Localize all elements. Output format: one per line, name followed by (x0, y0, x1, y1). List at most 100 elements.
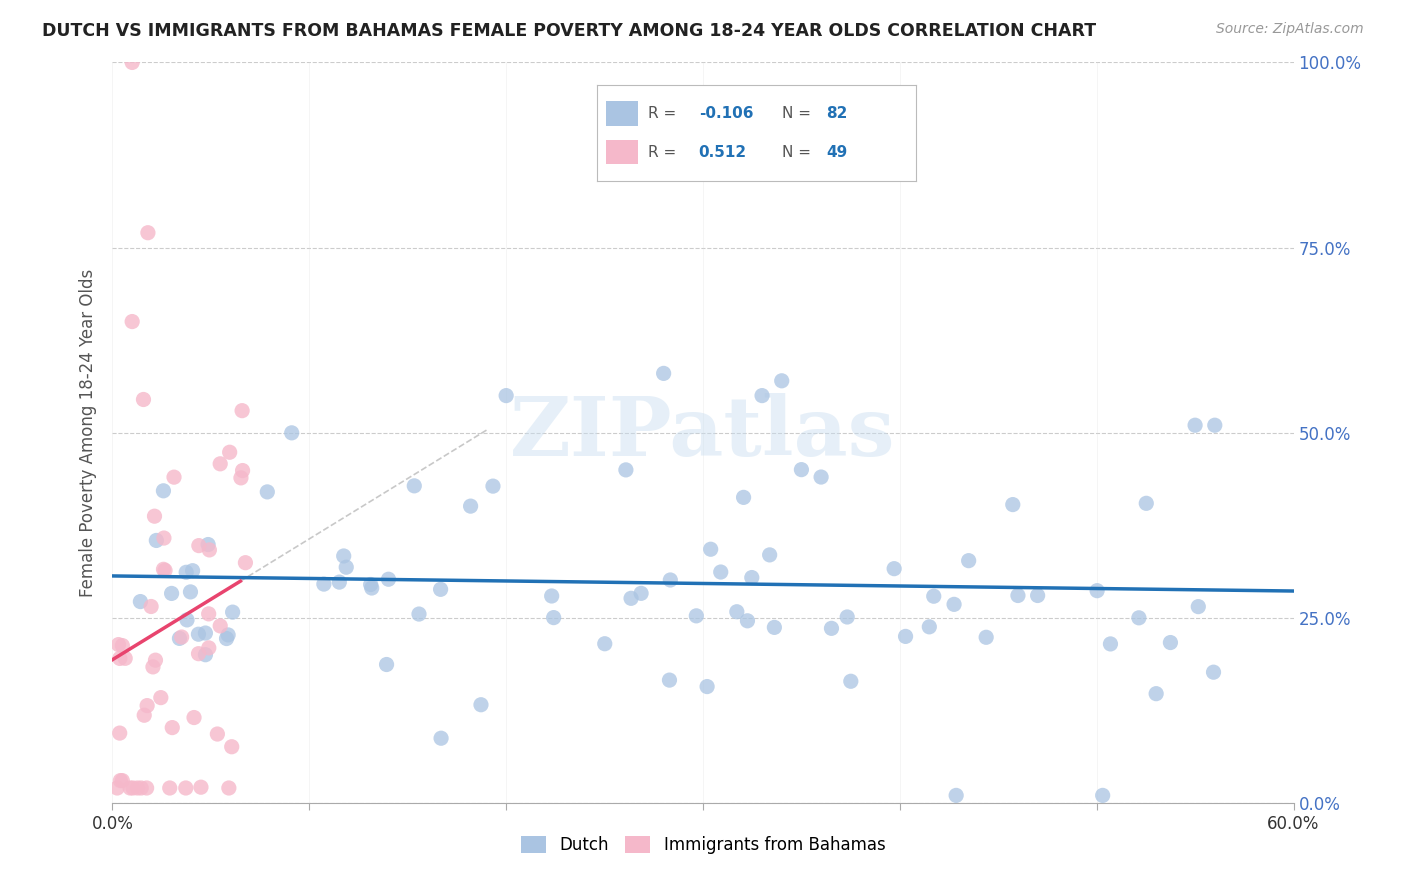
Point (153, 563, 176, 577)
Point (256, 484, 278, 499)
Point (221, 605, 243, 619)
Point (763, 620, 786, 634)
Point (725, 605, 748, 619)
Point (312, 577, 335, 591)
Point (221, 739, 243, 754)
Point (328, 575, 350, 590)
Point (375, 657, 398, 672)
Point (820, 621, 842, 635)
Point (215, 632, 238, 646)
Point (122, 780, 145, 795)
Point (197, 537, 219, 551)
Point (685, 608, 707, 623)
Point (741, 570, 763, 584)
Point (1128, 611, 1150, 625)
Point (922, 589, 945, 603)
Point (482, 479, 505, 493)
Point (235, 556, 257, 570)
Point (218, 445, 240, 459)
Point (460, 499, 482, 513)
Point (1026, 589, 1049, 603)
Point (658, 673, 681, 687)
Point (159, 780, 181, 795)
Point (1204, 418, 1226, 433)
Point (335, 560, 357, 574)
Point (614, 463, 637, 477)
Point (110, 773, 132, 788)
Point (1144, 687, 1167, 701)
Point (332, 549, 354, 563)
Point (470, 698, 492, 712)
Point (1135, 496, 1157, 510)
Point (1184, 418, 1206, 433)
Point (737, 614, 759, 628)
Point (837, 610, 859, 624)
Point (280, 425, 302, 440)
Point (132, 392, 155, 407)
Point (733, 491, 755, 505)
Point (1001, 498, 1024, 512)
Point (751, 388, 773, 402)
Point (229, 471, 252, 485)
Point (153, 531, 176, 545)
Point (108, 726, 131, 740)
Point (187, 647, 209, 661)
Point (174, 566, 197, 580)
Point (152, 483, 174, 498)
Point (217, 628, 239, 642)
Point (145, 533, 167, 548)
Point (1187, 599, 1209, 614)
Point (429, 582, 451, 597)
Point (652, 367, 675, 381)
Point (770, 374, 793, 388)
Point (218, 780, 240, 795)
Point (162, 721, 184, 735)
Point (181, 564, 204, 578)
Point (404, 479, 426, 493)
Point (145, 653, 167, 667)
Point (139, 599, 162, 614)
Point (107, 638, 129, 652)
Point (1085, 583, 1108, 598)
Point (187, 539, 209, 553)
Point (543, 610, 565, 624)
Point (918, 620, 941, 634)
Point (360, 581, 382, 595)
Point (957, 554, 980, 568)
Point (111, 773, 134, 788)
Point (209, 457, 232, 471)
Point (894, 629, 917, 643)
Point (194, 648, 217, 662)
Point (149, 690, 172, 705)
Point (231, 403, 253, 417)
Point (129, 780, 152, 795)
Point (114, 651, 136, 665)
Point (197, 640, 219, 655)
Point (209, 619, 232, 633)
Point (1091, 789, 1114, 803)
Point (183, 710, 205, 724)
Point (111, 639, 134, 653)
Point (974, 630, 997, 644)
Point (710, 565, 733, 579)
Point (593, 637, 616, 651)
Point (790, 462, 813, 476)
Point (377, 572, 399, 586)
Point (197, 607, 219, 621)
Point (945, 789, 967, 803)
Point (120, 780, 142, 795)
Point (495, 388, 517, 402)
Point (127, 780, 149, 795)
Point (883, 562, 905, 576)
Point (174, 780, 197, 795)
Point (1202, 665, 1225, 680)
Point (129, 594, 152, 608)
Text: Source: ZipAtlas.com: Source: ZipAtlas.com (1216, 22, 1364, 37)
Point (198, 542, 221, 557)
Point (943, 598, 966, 612)
Point (136, 226, 159, 240)
Point (163, 470, 186, 484)
Point (207, 727, 229, 741)
Legend: Dutch, Immigrants from Bahamas: Dutch, Immigrants from Bahamas (515, 830, 891, 861)
Point (1007, 589, 1029, 603)
